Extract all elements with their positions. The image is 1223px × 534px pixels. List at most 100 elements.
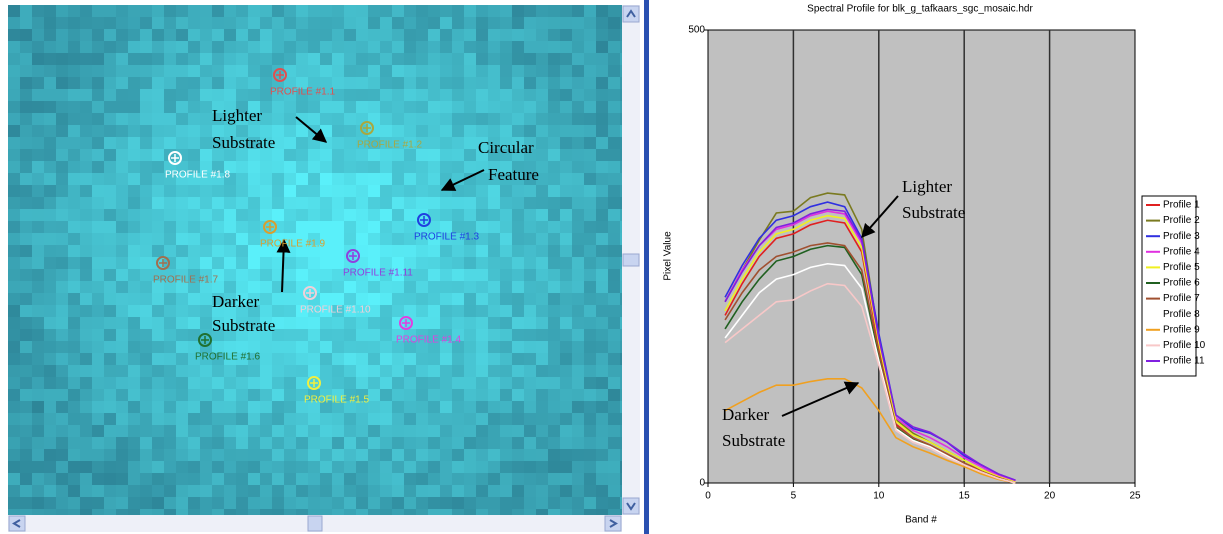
pixel xyxy=(380,281,392,293)
pixel xyxy=(56,353,68,365)
pixel xyxy=(596,41,608,53)
pixel xyxy=(92,269,104,281)
pixel xyxy=(212,113,224,125)
pixel xyxy=(548,329,560,341)
pixel xyxy=(308,113,320,125)
pixel xyxy=(368,317,380,329)
pixel xyxy=(560,317,572,329)
pixel xyxy=(596,413,608,425)
pixel xyxy=(560,161,572,173)
pixel xyxy=(464,437,476,449)
pixel xyxy=(104,389,116,401)
pixel xyxy=(128,149,140,161)
pixel xyxy=(416,173,428,185)
pixel xyxy=(440,89,452,101)
pixel xyxy=(32,53,44,65)
pixel xyxy=(320,65,332,77)
pixel xyxy=(512,161,524,173)
pixel xyxy=(608,65,620,77)
pixel xyxy=(224,77,236,89)
pixel xyxy=(548,401,560,413)
pixel xyxy=(68,425,80,437)
pixel xyxy=(188,497,200,509)
pixel xyxy=(416,161,428,173)
pixel xyxy=(476,305,488,317)
pixel xyxy=(560,437,572,449)
pixel xyxy=(68,161,80,173)
marker-ring xyxy=(263,220,277,234)
pixel xyxy=(584,137,596,149)
pixel xyxy=(32,509,44,515)
pixel xyxy=(188,509,200,515)
pixel xyxy=(356,209,368,221)
marker-cross xyxy=(276,71,284,79)
annotation: Substrate xyxy=(212,316,275,335)
pixel xyxy=(392,185,404,197)
pixel xyxy=(56,161,68,173)
pixel xyxy=(560,449,572,461)
pixel xyxy=(476,137,488,149)
pixel xyxy=(116,269,128,281)
pixel xyxy=(68,125,80,137)
pixel xyxy=(272,281,284,293)
scroll-thumb[interactable] xyxy=(622,253,640,267)
pixel xyxy=(428,389,440,401)
pixel xyxy=(200,113,212,125)
pixel xyxy=(524,413,536,425)
scroll-thumb[interactable] xyxy=(307,515,323,532)
pixel xyxy=(440,305,452,317)
pixel xyxy=(128,53,140,65)
pixel xyxy=(608,101,620,113)
pixel xyxy=(80,17,92,29)
pixel xyxy=(380,317,392,329)
pixel xyxy=(260,281,272,293)
pixel xyxy=(416,65,428,77)
scroll-left[interactable] xyxy=(8,515,26,532)
pixel xyxy=(44,17,56,29)
pixel xyxy=(116,437,128,449)
pixel xyxy=(560,77,572,89)
pixel xyxy=(416,449,428,461)
pixel xyxy=(428,293,440,305)
scroll-right[interactable] xyxy=(604,515,622,532)
pixel xyxy=(500,197,512,209)
pixel xyxy=(476,77,488,89)
pixel xyxy=(248,401,260,413)
pixel xyxy=(500,5,512,17)
pixel xyxy=(560,185,572,197)
pixel xyxy=(260,137,272,149)
pixel xyxy=(596,89,608,101)
pixel xyxy=(344,281,356,293)
pixel xyxy=(140,125,152,137)
pixel xyxy=(152,65,164,77)
pixel xyxy=(44,221,56,233)
pixel xyxy=(512,173,524,185)
pixel xyxy=(356,257,368,269)
pixel xyxy=(440,269,452,281)
pixel xyxy=(380,401,392,413)
pixel xyxy=(248,317,260,329)
pixel xyxy=(440,389,452,401)
pixel xyxy=(188,257,200,269)
pixel xyxy=(284,257,296,269)
pixel xyxy=(452,149,464,161)
pixel xyxy=(464,149,476,161)
pixel xyxy=(560,497,572,509)
pixel xyxy=(152,41,164,53)
pixel xyxy=(356,509,368,515)
pixel xyxy=(320,245,332,257)
icon xyxy=(609,519,618,528)
pixel xyxy=(116,149,128,161)
pixel xyxy=(464,257,476,269)
pixel xyxy=(68,509,80,515)
scroll-down[interactable] xyxy=(622,497,640,515)
pixel xyxy=(68,197,80,209)
pixel xyxy=(20,473,32,485)
series-line xyxy=(724,378,1016,484)
pixel xyxy=(236,17,248,29)
pixel xyxy=(68,257,80,269)
pixel xyxy=(212,473,224,485)
pixel xyxy=(32,353,44,365)
pixel xyxy=(344,29,356,41)
scroll-up[interactable] xyxy=(622,5,640,23)
